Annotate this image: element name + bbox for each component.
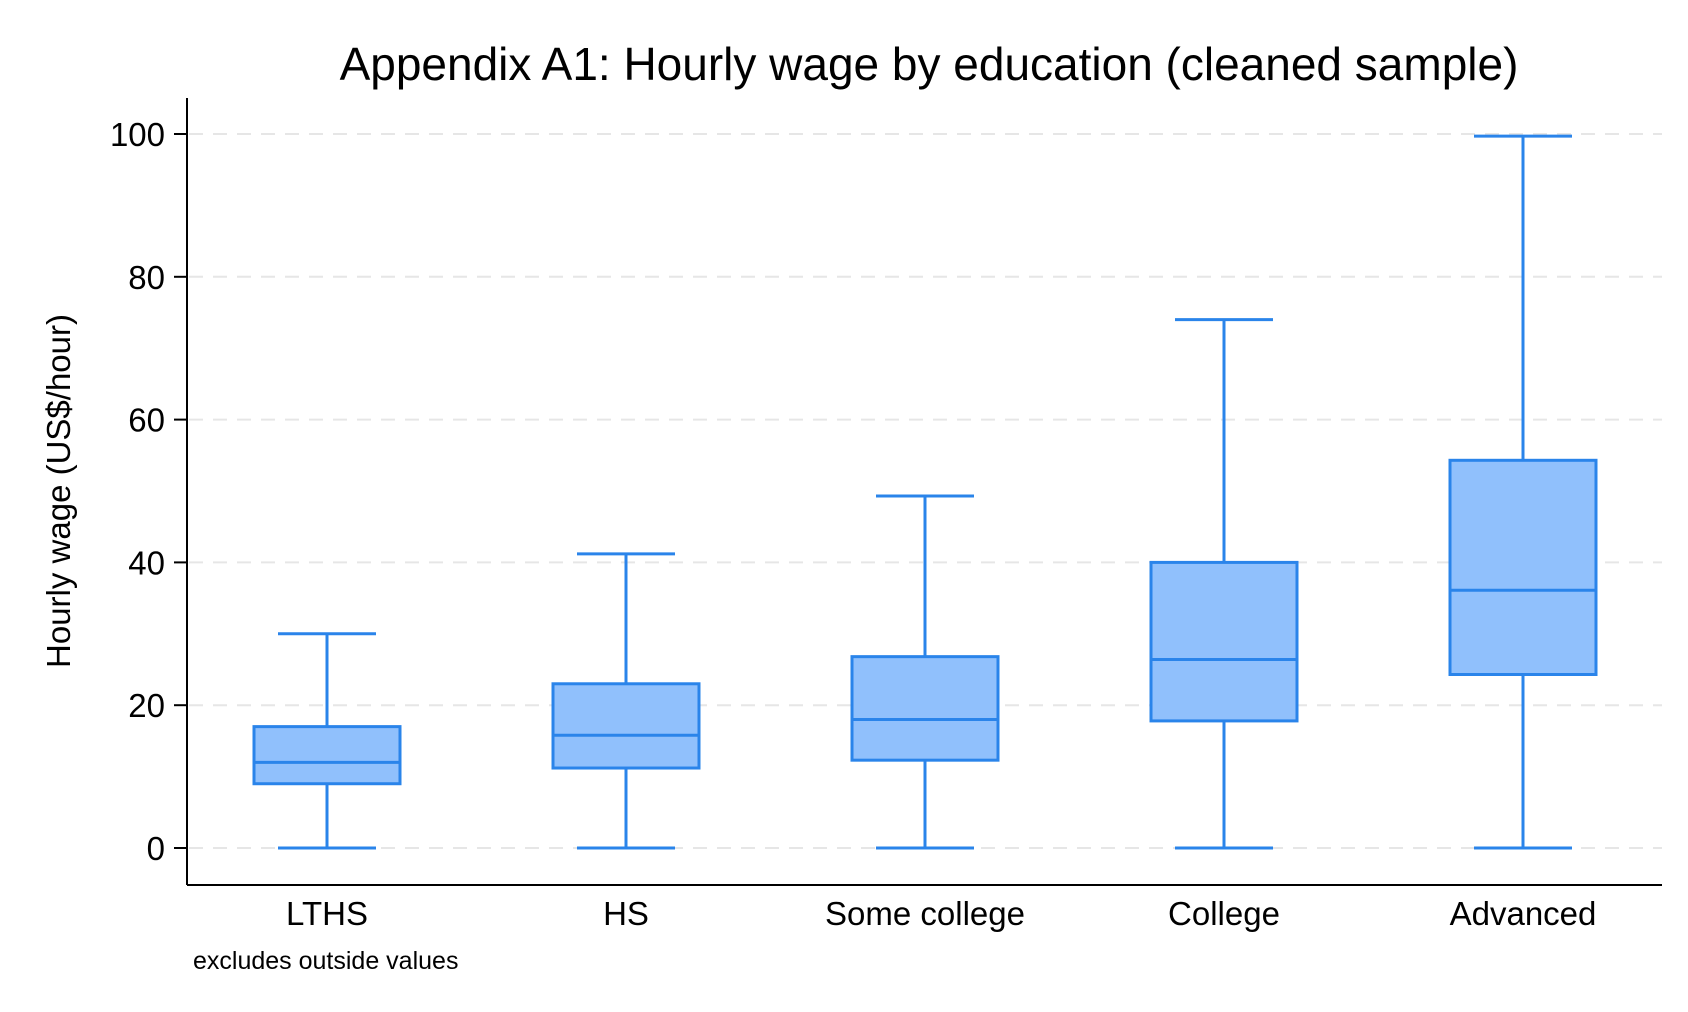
chart-title: Appendix A1: Hourly wage by education (c…	[340, 38, 1519, 90]
box-series	[252, 134, 1598, 850]
x-category-label: LTHS	[286, 895, 368, 932]
y-axis-label: Hourly wage (US$/hour)	[40, 314, 77, 668]
box-college	[1149, 318, 1299, 850]
x-category-label: Some college	[825, 895, 1025, 932]
y-tick-label: 40	[128, 544, 165, 581]
y-tick-label: 60	[128, 402, 165, 439]
x-category-label: College	[1168, 895, 1280, 932]
x-category-label: Advanced	[1450, 895, 1597, 932]
box-lths	[252, 632, 402, 850]
y-tick-label: 0	[147, 830, 165, 867]
chart-note: excludes outside values	[193, 947, 458, 975]
y-tick-label: 20	[128, 687, 165, 724]
y-axis-ticks: 0 20 40 60 80 100	[110, 116, 187, 867]
box-iqr	[850, 655, 1000, 762]
box-iqr	[1149, 560, 1299, 723]
box-iqr	[551, 682, 701, 770]
x-axis-categories: LTHS HS Some college College Advanced	[286, 895, 1596, 932]
box-some-college	[850, 494, 1000, 850]
box-iqr	[1448, 458, 1598, 676]
y-tick-label: 80	[128, 259, 165, 296]
gridlines	[189, 133, 1662, 849]
box-advanced	[1448, 134, 1598, 850]
y-tick-label: 100	[110, 116, 165, 153]
box-iqr	[252, 725, 402, 786]
box-hs	[551, 552, 701, 850]
x-category-label: HS	[603, 895, 649, 932]
